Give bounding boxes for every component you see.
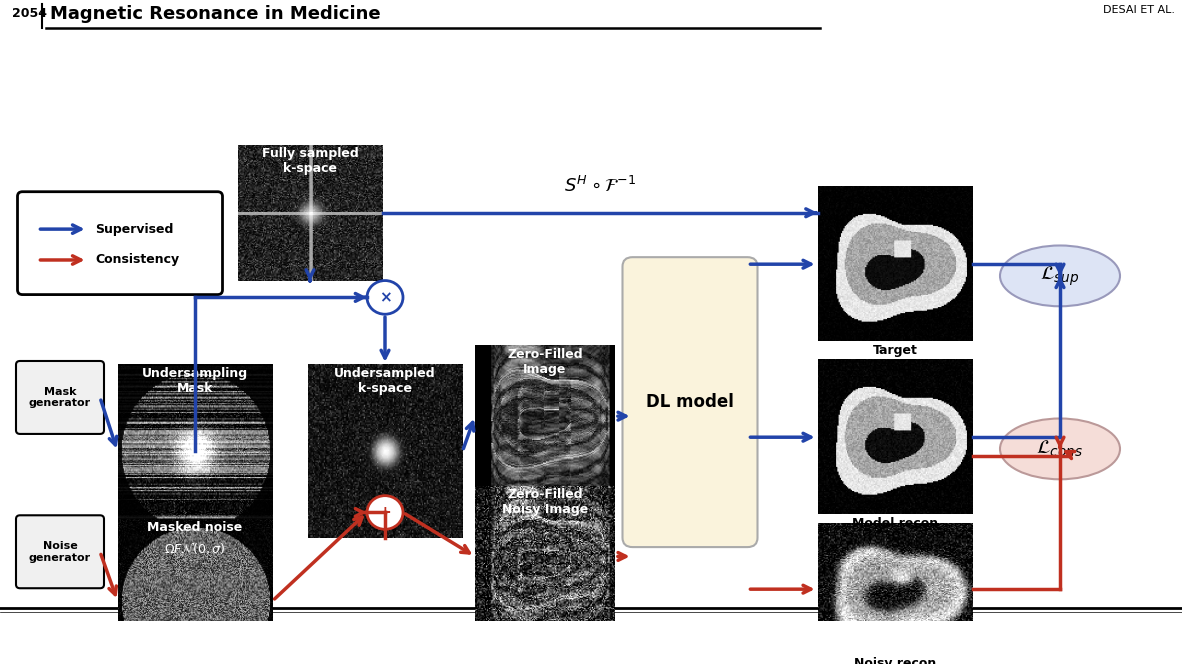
Text: Undersampled
k-space: Undersampled k-space [335,367,436,394]
Text: ×: × [378,290,391,305]
Text: +: + [378,505,391,520]
Circle shape [366,495,403,529]
Bar [307,365,462,538]
Bar [117,519,273,664]
Ellipse shape [1000,246,1121,306]
Text: Model recon: Model recon [852,517,939,530]
Text: Target: Target [872,344,917,357]
FancyBboxPatch shape [17,361,104,434]
Text: Mask
generator: Mask generator [28,386,91,408]
Bar [238,145,383,281]
FancyBboxPatch shape [17,515,104,588]
Bar [818,360,973,515]
Text: Consistency: Consistency [96,254,180,266]
Bar [818,524,973,655]
Bar [475,346,615,486]
Text: 2054: 2054 [12,7,47,21]
FancyBboxPatch shape [623,257,758,547]
Circle shape [366,281,403,314]
Text: Supervised: Supervised [96,222,174,236]
Text: DESAI ET AL.: DESAI ET AL. [1103,5,1175,15]
Text: $\Omega F\mathcal{N}(0,\sigma)$: $\Omega F\mathcal{N}(0,\sigma)$ [164,540,226,556]
Text: Noisy recon: Noisy recon [853,657,936,664]
Text: $S^H \circ \mathcal{F}^{-1}$: $S^H \circ \mathcal{F}^{-1}$ [564,176,636,196]
Text: Fully sampled
k-space: Fully sampled k-space [261,147,358,175]
Text: Masked noise: Masked noise [148,521,242,534]
Text: DL model: DL model [647,393,734,411]
Text: $\mathcal{L}_{sup}$: $\mathcal{L}_{sup}$ [1040,264,1079,288]
Bar [818,187,973,341]
Text: Magnetic Resonance in Medicine: Magnetic Resonance in Medicine [50,5,381,23]
Text: Undersampling
Mask: Undersampling Mask [142,367,248,394]
Bar [475,486,615,627]
FancyBboxPatch shape [18,192,222,295]
Bar [117,365,273,538]
Text: Noise
generator: Noise generator [28,541,91,562]
Text: Zero-Filled
Noisy Image: Zero-Filled Noisy Image [502,488,589,516]
Text: Zero-Filled
Image: Zero-Filled Image [507,348,583,376]
Text: $\mathcal{L}_{cons}$: $\mathcal{L}_{cons}$ [1037,439,1084,459]
Ellipse shape [1000,418,1121,479]
